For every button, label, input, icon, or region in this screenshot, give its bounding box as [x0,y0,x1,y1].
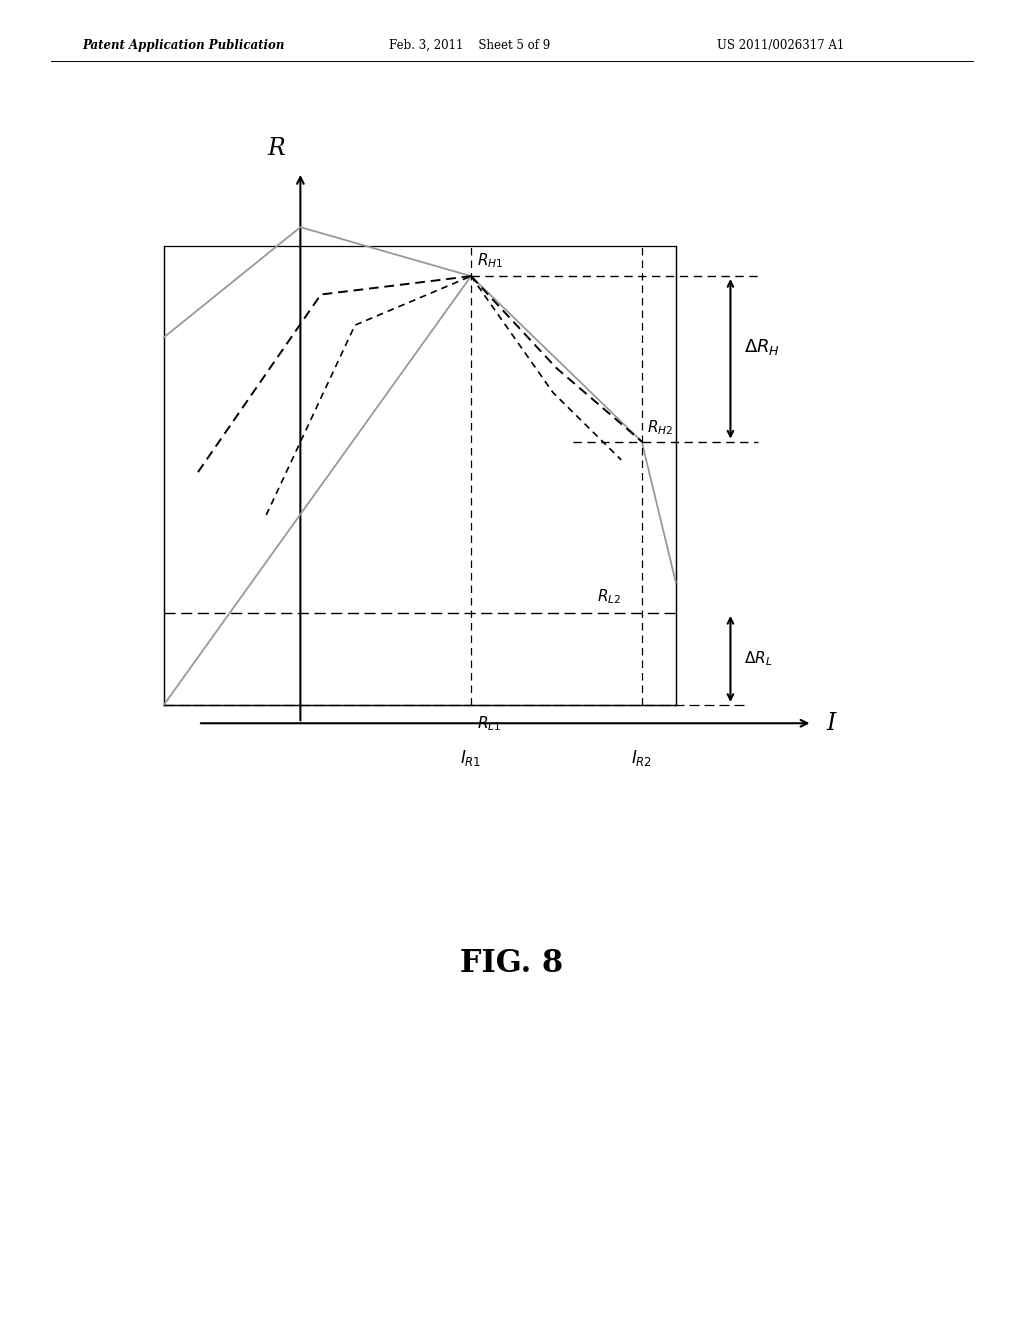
Text: $\Delta R_{L}$: $\Delta R_{L}$ [744,649,772,668]
Text: $\Delta R_{H}$: $\Delta R_{H}$ [744,337,780,356]
Text: R: R [267,137,286,160]
Text: FIG. 8: FIG. 8 [461,948,563,979]
Text: $R_{H2}$: $R_{H2}$ [647,418,674,437]
Text: $I_{R2}$: $I_{R2}$ [631,747,652,768]
Text: I: I [826,711,836,735]
Text: Feb. 3, 2011    Sheet 5 of 9: Feb. 3, 2011 Sheet 5 of 9 [389,38,550,51]
Text: $R_{H1}$: $R_{H1}$ [476,251,503,271]
Text: $I_{R1}$: $I_{R1}$ [461,747,481,768]
Text: $R_{L1}$: $R_{L1}$ [476,714,501,733]
Text: Patent Application Publication: Patent Application Publication [82,38,285,51]
Text: US 2011/0026317 A1: US 2011/0026317 A1 [717,38,844,51]
Text: $R_{L2}$: $R_{L2}$ [597,587,622,606]
